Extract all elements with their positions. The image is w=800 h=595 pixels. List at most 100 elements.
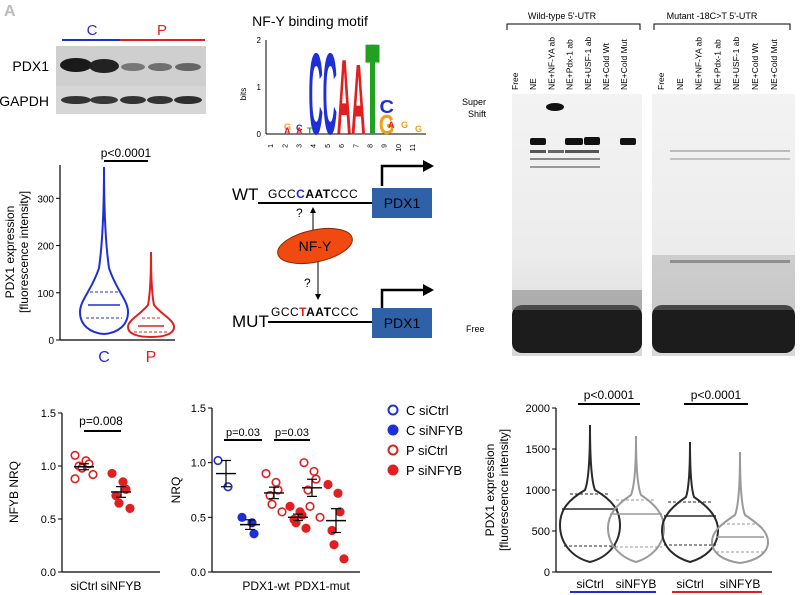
nrq-xlabel-mut: PDX1-mut bbox=[294, 579, 350, 593]
violin2-ylabel-2: [fluorescence intensity] bbox=[497, 429, 511, 551]
data-point bbox=[213, 455, 223, 466]
emsa-lane-label: NE+USF-1 ab bbox=[731, 37, 741, 90]
violin-plot-pdx1: 0 100 200 300 PDX1 expression [fluorescence… bbox=[3, 146, 176, 366]
violin1-xlabel-c: C bbox=[98, 349, 110, 366]
emsa-complex-band bbox=[620, 138, 636, 145]
motif-title: NF-Y binding motif bbox=[252, 13, 368, 29]
emsa-minor-band bbox=[670, 260, 790, 263]
wt-binding-arrowhead bbox=[310, 207, 316, 213]
emsa-free-band-left bbox=[512, 305, 642, 353]
motif-position-label: 2 bbox=[282, 144, 289, 148]
violin-c bbox=[78, 166, 130, 336]
violin2-xlabel-3: siCtrl bbox=[676, 577, 703, 591]
motif-minor-letter: T bbox=[307, 126, 313, 136]
motif-ytick-0: 0 bbox=[257, 130, 262, 139]
mut-tss-arrow bbox=[380, 288, 425, 308]
motif-minor-letter: G bbox=[401, 120, 408, 130]
emsa-group2-label: Mutant -18C>T 5'-UTR bbox=[667, 11, 758, 21]
violin2-ylabel-1: PDX1 expression bbox=[483, 444, 497, 537]
y-tick-label: 500 bbox=[532, 526, 550, 538]
data-point bbox=[70, 450, 80, 461]
emsa-supershift-label-2: Shift bbox=[468, 109, 487, 119]
nrq-y-ticks: 0.0 0.5 1.0 1.5 bbox=[191, 403, 212, 579]
emsa-complex-band bbox=[565, 138, 583, 145]
emsa-minor-band bbox=[670, 150, 790, 152]
motif-minor-letter: C bbox=[296, 123, 303, 133]
data-point bbox=[267, 499, 277, 509]
mut-label: MUT bbox=[232, 312, 269, 331]
western-blot: C P PDX1 GAPDH bbox=[0, 22, 206, 114]
mut-sequence: GCCTAATCCC bbox=[271, 305, 359, 319]
gapdh-band-5 bbox=[174, 96, 202, 104]
data-point bbox=[114, 498, 124, 508]
violin1-pvalue: p<0.0001 bbox=[101, 146, 152, 160]
motif-position-label: 10 bbox=[396, 144, 403, 152]
mut-binding-arrowhead bbox=[315, 294, 321, 300]
motif-position-label: 9 bbox=[382, 144, 389, 148]
motif-position-label: 1 bbox=[268, 144, 275, 148]
motif-position-label: 6 bbox=[339, 144, 346, 148]
data-point bbox=[339, 554, 349, 564]
mut-question: ? bbox=[304, 276, 311, 290]
y-tick-label: 1500 bbox=[526, 444, 550, 456]
y-tick-label: 0.0 bbox=[41, 567, 56, 579]
nfyb-ylabel: NFYB NRQ bbox=[7, 461, 21, 523]
mut-seq-part: GCC bbox=[271, 305, 299, 319]
wt-seq-part: CCC bbox=[331, 187, 359, 201]
motif-letter: C bbox=[323, 29, 337, 159]
emsa-lane-label: NE+Cold Mut bbox=[619, 39, 629, 90]
emsa-free-label: Free bbox=[466, 324, 485, 334]
dot-plot-nfyb-nrq: 0.0 0.5 1.0 1.5 NFYB NRQ p=0.008 siCtrl siN… bbox=[7, 408, 160, 593]
motif-letters: C C A A GC bbox=[308, 29, 394, 159]
emsa-group1-label: Wild-type 5'-UTR bbox=[528, 11, 597, 21]
pdx1-band-1 bbox=[60, 58, 92, 72]
violin2-group-bar-c bbox=[570, 591, 656, 593]
gapdh-band-1 bbox=[61, 96, 91, 104]
violin2-y-ticks: 0 500 1000 1500 2000 bbox=[526, 403, 556, 579]
emsa-lane-label: NE+Cold Wt bbox=[601, 42, 611, 90]
nfyb-pvalue: p=0.008 bbox=[79, 414, 123, 428]
data-point bbox=[309, 466, 319, 477]
motif-letter: A bbox=[337, 39, 351, 157]
motif-position-label: 8 bbox=[368, 144, 375, 148]
violin1-ylabel-1: PDX1 expression bbox=[3, 206, 17, 299]
wt-tss-arrowhead bbox=[423, 160, 434, 172]
legend-label: C siNFYB bbox=[406, 423, 463, 438]
pdx1-band-4 bbox=[148, 63, 172, 71]
legend-label: P siCtrl bbox=[406, 443, 448, 458]
violin2-xlabel-1: siCtrl bbox=[576, 577, 603, 591]
nfy-factor bbox=[277, 227, 353, 265]
data-point bbox=[333, 488, 343, 498]
violin1-xlabel-p: P bbox=[146, 349, 157, 366]
nfyb-xlabel-2: siNFYB bbox=[101, 579, 142, 593]
violin-plot-sinfyb: 0 500 1000 1500 2000 PDX1 expression [fluore… bbox=[483, 388, 772, 591]
emsa-lane-label: NE bbox=[528, 78, 538, 90]
wt-seq-part: GCC bbox=[268, 187, 296, 201]
emsa-complex-band bbox=[584, 137, 600, 145]
nfyb-xlabel-1: siCtrl bbox=[70, 579, 97, 593]
emsa-complex-band bbox=[530, 138, 546, 145]
data-point bbox=[249, 529, 259, 539]
y-tick-label: 1000 bbox=[526, 485, 550, 497]
motif-minor-letter: A bbox=[296, 126, 303, 136]
pdx1-row-label: PDX1 bbox=[12, 58, 49, 74]
emsa-minor-band bbox=[530, 158, 600, 160]
data-point bbox=[261, 469, 271, 479]
wt-question: ? bbox=[296, 206, 303, 220]
motif-ytick-2: 2 bbox=[257, 36, 262, 45]
wt-gene-label: PDX1 bbox=[384, 195, 421, 211]
emsa-lane-label: NE+Pdx-1 ab bbox=[565, 39, 575, 90]
gapdh-band-2 bbox=[90, 96, 118, 104]
emsa-minor-band bbox=[565, 150, 599, 153]
emsa-lane-label: Free bbox=[656, 72, 666, 90]
emsa-minor-band bbox=[530, 166, 600, 168]
motif-letter-T-stem bbox=[370, 44, 375, 135]
mut-seq-part: CCC bbox=[331, 305, 359, 319]
data-point bbox=[329, 540, 339, 550]
emsa-supershift-label-1: Super bbox=[462, 97, 486, 107]
emsa-free-band-right bbox=[652, 305, 795, 353]
mut-tss-arrowhead bbox=[423, 284, 434, 296]
gapdh-bands bbox=[61, 96, 202, 104]
data-point bbox=[70, 474, 80, 484]
